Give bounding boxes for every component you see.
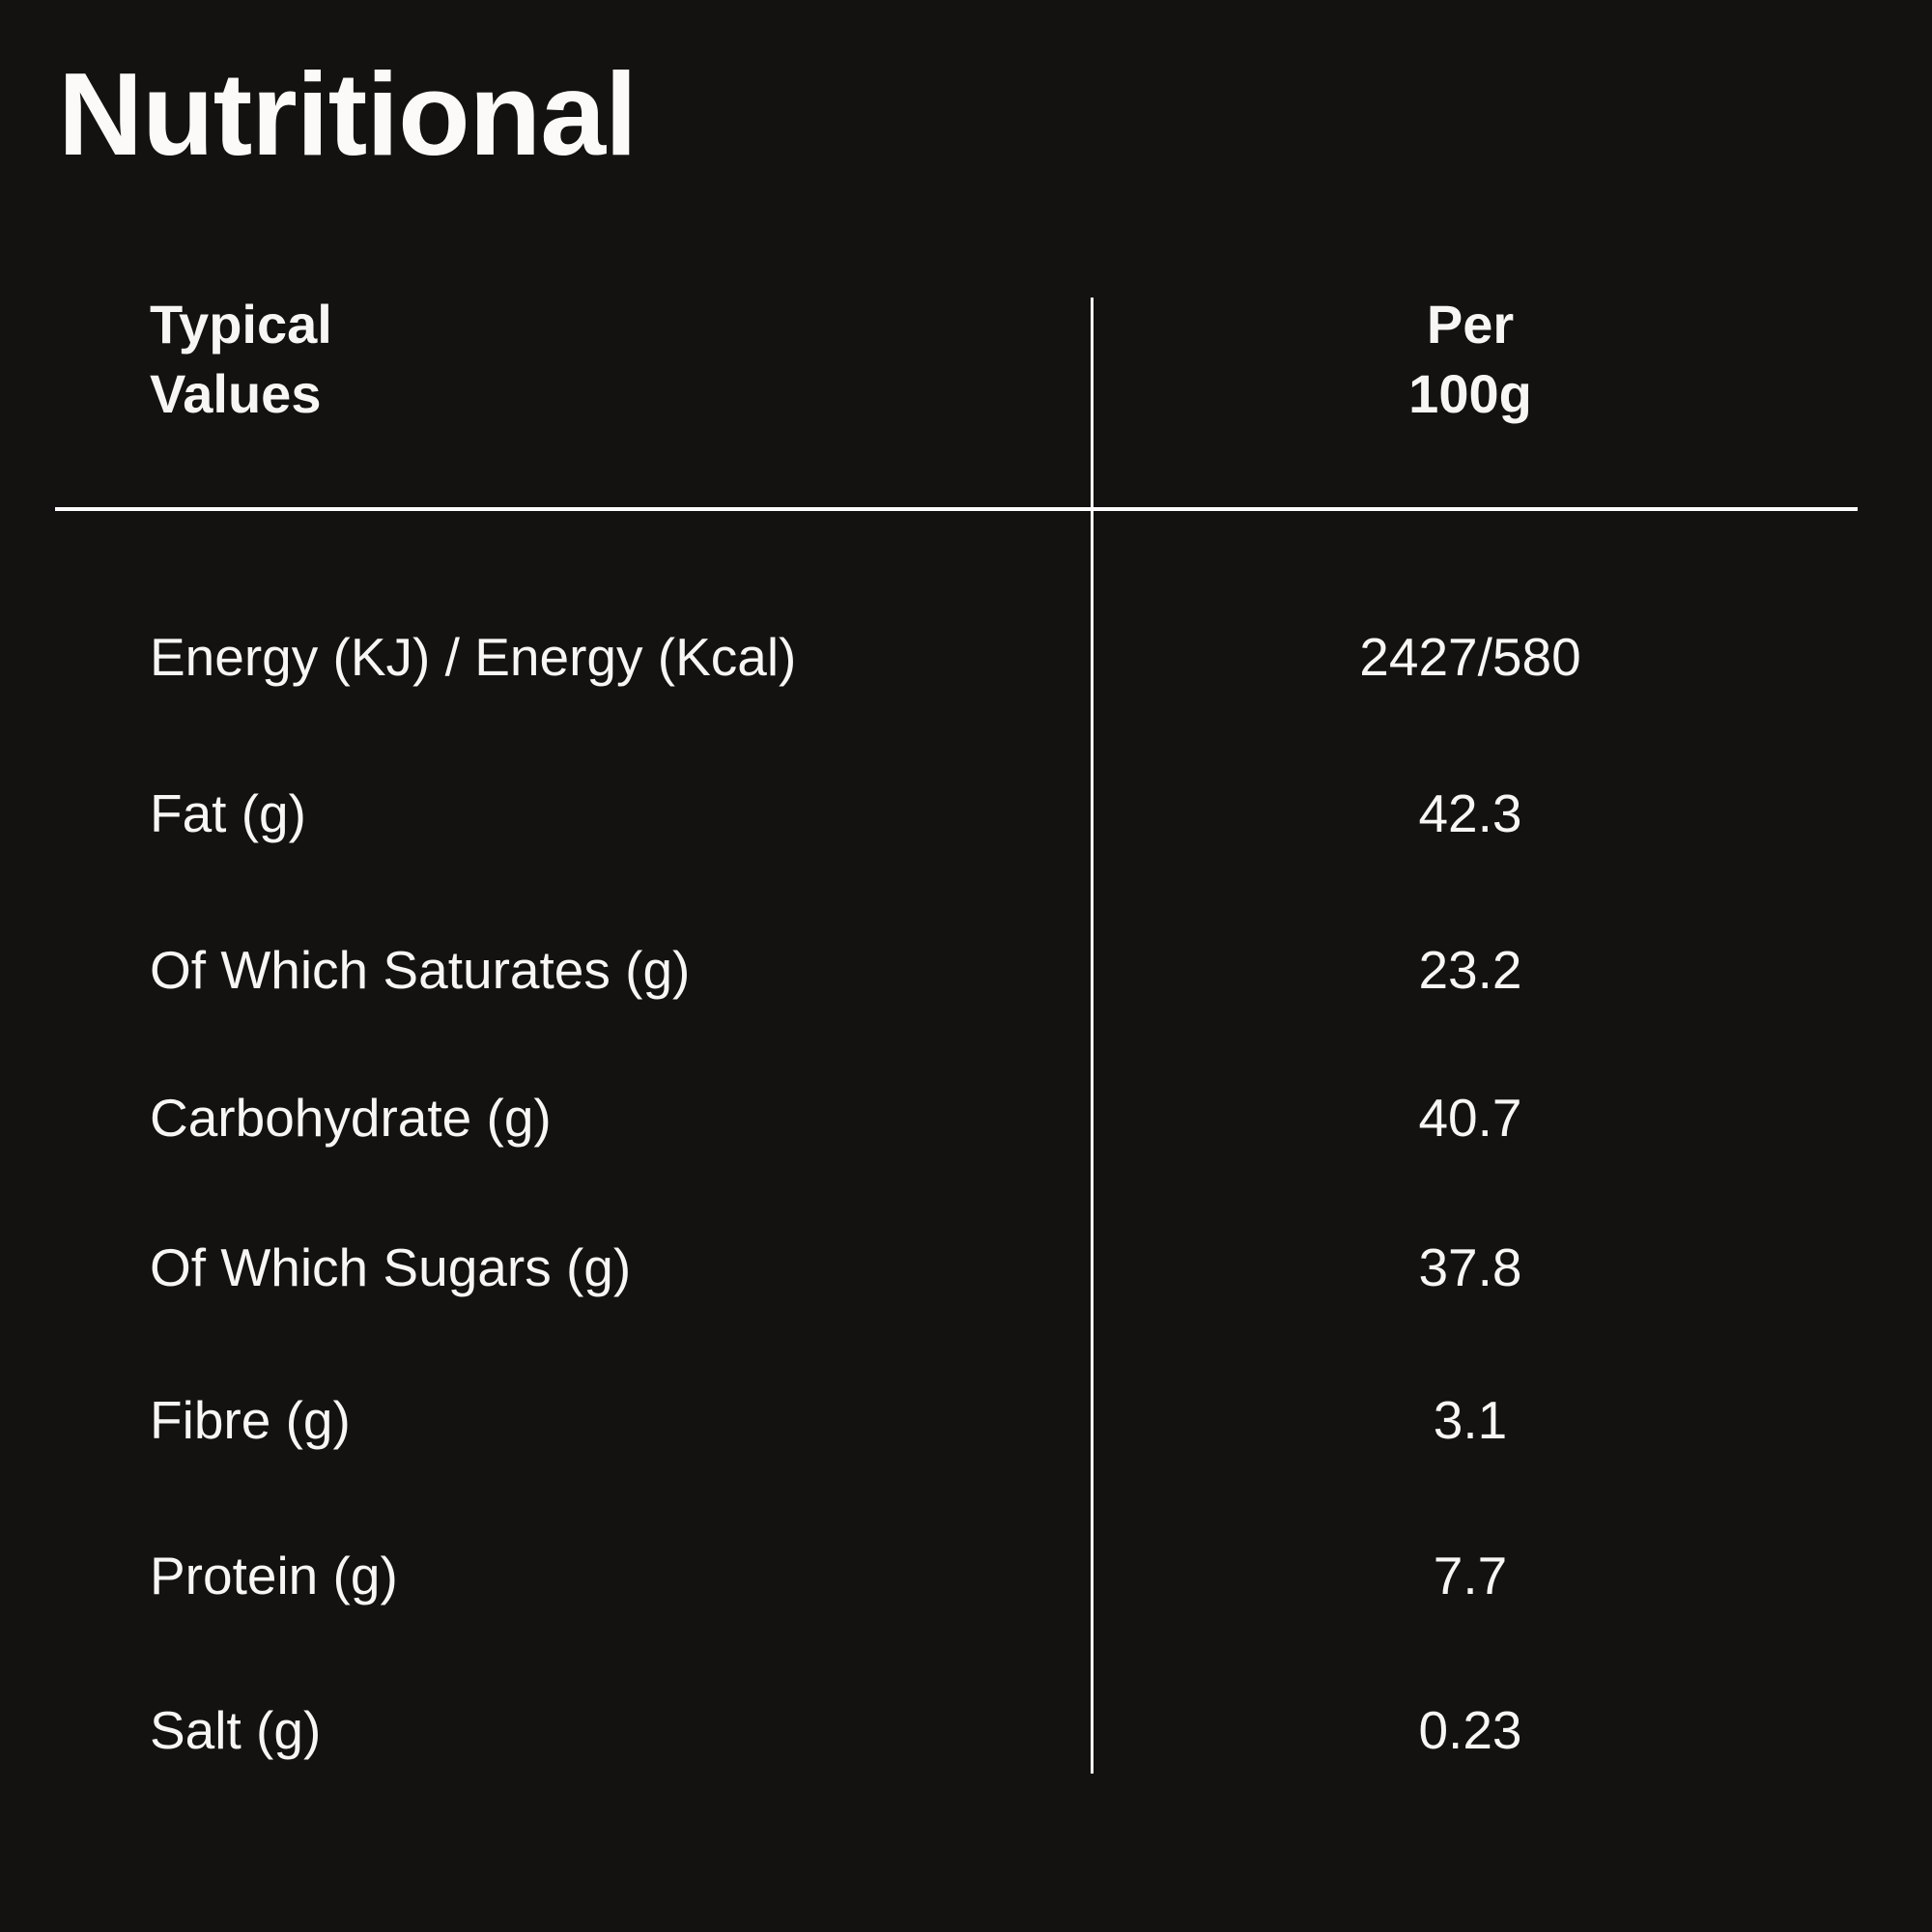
table-row-carbohydrate: Carbohydrate (g) 40.7 xyxy=(0,1079,1932,1156)
row-value: 2427/580 xyxy=(1359,627,1581,687)
row-value: 37.8 xyxy=(1418,1237,1522,1297)
row-label: Carbohydrate (g) xyxy=(150,1088,552,1148)
table-row-saturates: Of Which Saturates (g) 23.2 xyxy=(0,931,1932,1009)
column-header-per-100g: Per 100g xyxy=(1408,294,1532,424)
row-value: 40.7 xyxy=(1418,1088,1522,1148)
table-row-fibre: Fibre (g) 3.1 xyxy=(0,1381,1932,1459)
row-label: Salt (g) xyxy=(150,1700,322,1760)
column-divider-line xyxy=(1091,298,1094,1774)
row-value: 3.1 xyxy=(1433,1390,1508,1450)
header-divider-line xyxy=(55,507,1858,511)
table-row-energy: Energy (KJ) / Energy (Kcal) 2427/580 xyxy=(0,618,1932,696)
row-value: 7.7 xyxy=(1433,1546,1508,1605)
row-label: Energy (KJ) / Energy (Kcal) xyxy=(150,627,797,687)
table-row-sugars: Of Which Sugars (g) 37.8 xyxy=(0,1229,1932,1306)
row-label: Fibre (g) xyxy=(150,1390,351,1450)
column-header-typical-values: Typical Values xyxy=(150,294,332,424)
table-row-salt: Salt (g) 0.23 xyxy=(0,1691,1932,1769)
row-label: Of Which Saturates (g) xyxy=(150,940,691,1000)
row-value: 23.2 xyxy=(1418,940,1522,1000)
page-title: Nutritional xyxy=(58,48,638,180)
table-row-protein: Protein (g) 7.7 xyxy=(0,1537,1932,1614)
row-label: Fat (g) xyxy=(150,783,306,843)
row-label: Protein (g) xyxy=(150,1546,398,1605)
table-row-fat: Fat (g) 42.3 xyxy=(0,775,1932,852)
row-label: Of Which Sugars (g) xyxy=(150,1237,632,1297)
row-value: 42.3 xyxy=(1418,783,1522,843)
row-value: 0.23 xyxy=(1418,1700,1522,1760)
